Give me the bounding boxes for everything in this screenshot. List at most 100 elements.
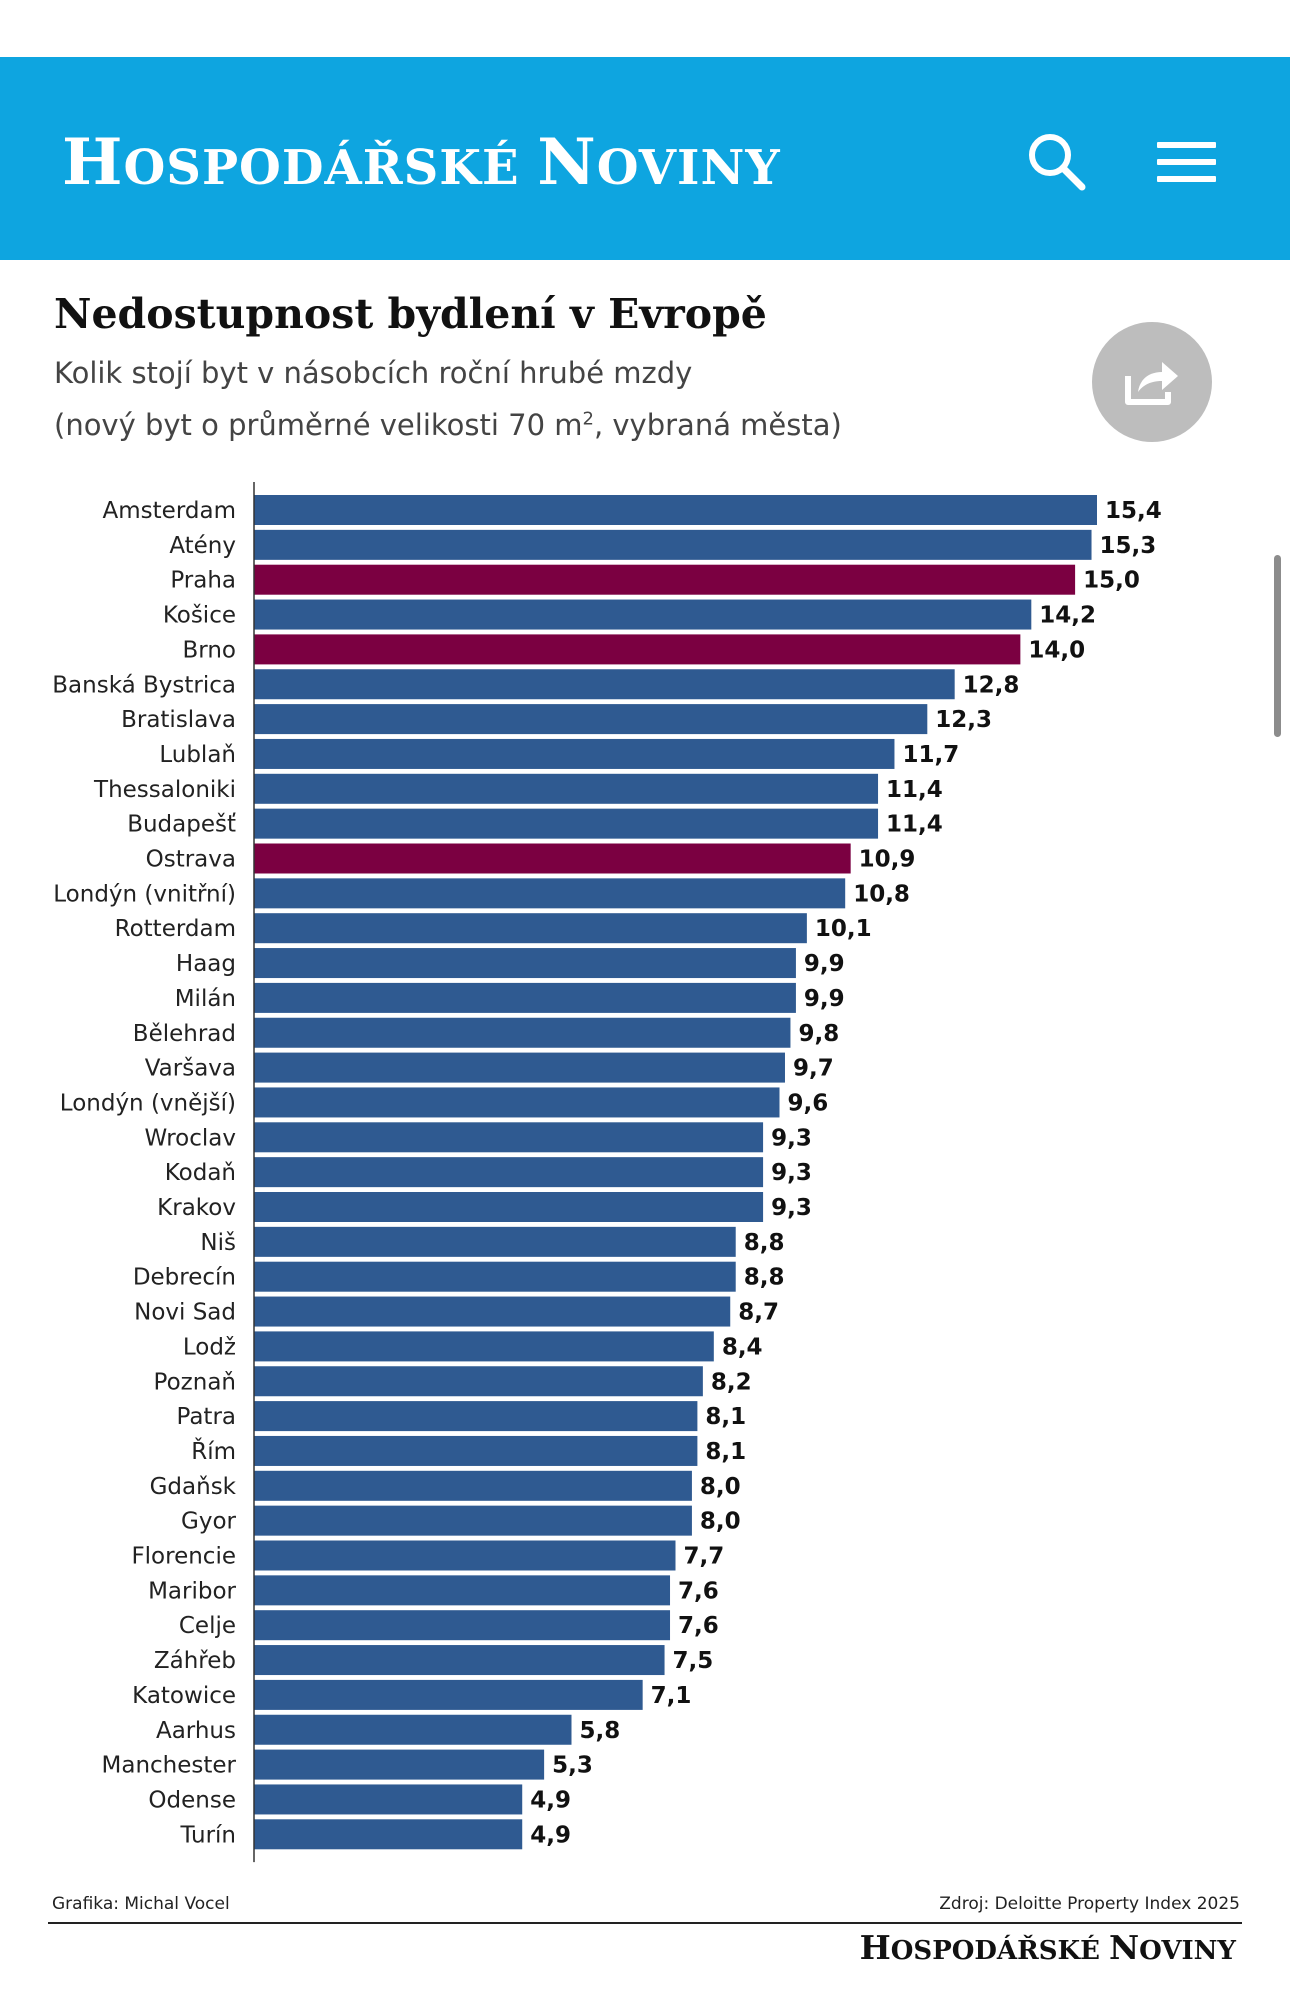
category-label: Debrecín — [133, 1265, 236, 1291]
bar — [254, 1087, 780, 1118]
bar — [254, 913, 807, 944]
value-label: 9,8 — [798, 1021, 839, 1047]
logo-letters: OSPODÁŘSKÉ — [123, 140, 538, 196]
chart-subtitle-note: (nový byt o průměrné velikosti 70 m2, vy… — [54, 408, 842, 442]
bar — [254, 948, 796, 979]
bar — [254, 1470, 692, 1501]
value-label: 14,2 — [1039, 603, 1096, 629]
bar — [254, 1017, 791, 1048]
value-label: 9,6 — [788, 1090, 829, 1116]
bar — [254, 773, 879, 804]
category-label: Budapešť — [127, 812, 236, 838]
category-label: Wroclav — [145, 1125, 236, 1151]
category-label: Ostrava — [146, 847, 236, 873]
bar — [254, 1052, 785, 1083]
bar — [254, 634, 1021, 665]
value-label: 12,8 — [963, 672, 1020, 698]
bar — [254, 878, 846, 909]
value-label: 7,5 — [673, 1648, 714, 1674]
category-label: Amsterdam — [103, 498, 236, 524]
chart-title: Nedostupnost bydlení v Evropě — [54, 290, 767, 338]
value-label: 9,7 — [793, 1056, 834, 1082]
value-label: 10,1 — [815, 916, 872, 942]
category-label: Londýn (vnitřní) — [53, 881, 236, 907]
category-label: Gyor — [181, 1509, 237, 1535]
bar — [254, 1679, 643, 1710]
category-label: Katowice — [132, 1683, 236, 1709]
bar — [254, 1505, 692, 1536]
value-label: 7,6 — [678, 1613, 719, 1639]
category-label: Maribor — [148, 1578, 236, 1604]
category-label: Odense — [148, 1787, 236, 1813]
bar — [254, 1540, 676, 1571]
share-button[interactable] — [1092, 322, 1212, 442]
category-label: Bratislava — [121, 707, 236, 733]
bar — [254, 1819, 523, 1850]
bar — [254, 599, 1032, 630]
category-label: Banská Bystrica — [52, 672, 236, 698]
value-label: 9,9 — [804, 951, 845, 977]
category-label: Londýn (vnější) — [60, 1090, 236, 1116]
category-label: Thessaloniki — [93, 777, 236, 803]
value-label: 8,1 — [705, 1404, 746, 1430]
value-label: 7,1 — [651, 1683, 692, 1709]
source-note: Zdroj: Deloitte Property Index 2025 — [939, 1894, 1240, 1914]
value-label: 5,8 — [579, 1718, 620, 1744]
value-label: 9,3 — [771, 1160, 812, 1186]
value-label: 5,3 — [552, 1753, 593, 1779]
category-label: Haag — [176, 951, 236, 977]
category-label: Novi Sad — [134, 1300, 236, 1326]
category-label: Celje — [179, 1613, 236, 1639]
value-label: 11,4 — [886, 777, 943, 803]
category-label: Lodž — [183, 1334, 236, 1360]
menu-icon[interactable] — [1157, 142, 1216, 182]
logo-letters: OVINY — [1139, 1936, 1236, 1966]
bar — [254, 1435, 698, 1466]
category-label: Varšava — [145, 1056, 236, 1082]
category-label: Aarhus — [156, 1718, 236, 1744]
bar — [254, 1157, 764, 1188]
bar — [254, 1226, 736, 1257]
bar — [254, 1575, 671, 1606]
bar — [254, 1296, 731, 1327]
bar — [254, 1645, 665, 1676]
bar — [254, 564, 1076, 595]
value-label: 11,4 — [886, 812, 943, 838]
value-label: 4,9 — [530, 1822, 571, 1848]
logo-letters: N — [1108, 1928, 1140, 1967]
bar — [254, 1749, 545, 1780]
value-label: 9,3 — [771, 1125, 812, 1151]
bar — [254, 982, 796, 1013]
bar — [254, 1366, 703, 1397]
value-label: 10,9 — [859, 847, 916, 873]
value-label: 15,4 — [1105, 498, 1162, 524]
category-label: Bělehrad — [133, 1021, 236, 1047]
value-label: 8,0 — [700, 1509, 741, 1535]
category-label: Manchester — [102, 1753, 237, 1779]
logo-letters: N — [537, 125, 597, 200]
bar — [254, 1610, 671, 1641]
bar — [254, 1714, 572, 1745]
logo-letters: OSPODÁŘSKÉ — [890, 1936, 1109, 1966]
value-label: 8,7 — [738, 1300, 779, 1326]
graphics-credit: Grafika: Michal Vocel — [52, 1894, 230, 1914]
category-label: Rotterdam — [115, 916, 236, 942]
value-label: 11,7 — [902, 742, 959, 768]
bar — [254, 1122, 764, 1153]
category-label: Košice — [163, 603, 236, 629]
bar — [254, 808, 879, 839]
search-icon[interactable] — [1025, 130, 1087, 192]
bar-chart: Amsterdam 15,4 Atény 15,3 Praha 15,0 Košice 14,… — [52, 482, 1162, 1863]
value-label: 8,0 — [700, 1474, 741, 1500]
category-label: Milán — [175, 986, 236, 1012]
scrollbar[interactable] — [1274, 555, 1281, 737]
value-label: 8,8 — [744, 1230, 785, 1256]
site-header: HOSPODÁŘSKÉ NOVINY — [0, 57, 1290, 260]
category-label: Florencie — [131, 1544, 236, 1570]
site-logo[interactable]: HOSPODÁŘSKÉ NOVINY — [62, 125, 781, 200]
value-label: 9,3 — [771, 1195, 812, 1221]
value-label: 7,7 — [684, 1544, 725, 1570]
bar — [254, 704, 928, 735]
bar — [254, 738, 895, 769]
share-icon — [1125, 362, 1178, 405]
